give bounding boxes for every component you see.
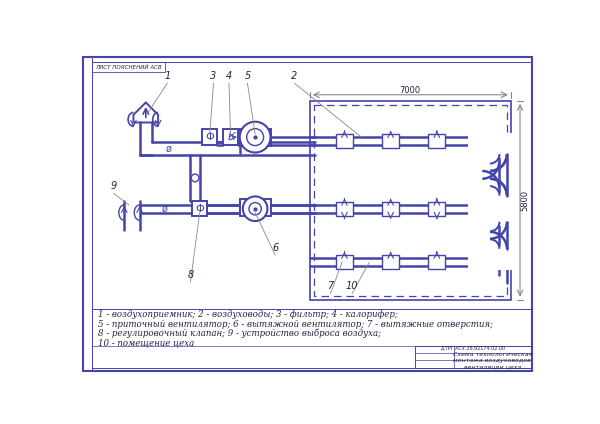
Circle shape [191,174,199,182]
Circle shape [240,122,271,153]
Circle shape [247,128,263,145]
Text: 5 - приточный вентилятор; 6 - вытяжной вентилятор; 7 - вытяжные отверстия;: 5 - приточный вентилятор; 6 - вытяжной в… [98,320,493,329]
Text: монтажа воздуховодов: монтажа воздуховодов [454,358,531,363]
Text: ø: ø [166,144,172,153]
Bar [314,105,507,296]
Bar [336,134,353,148]
Text: ЛИСТ ПОЯСНЕНИЙ АСВ: ЛИСТ ПОЯСНЕНИЙ АСВ [95,65,161,70]
Bar [223,129,238,145]
Circle shape [249,203,262,215]
Text: 6: 6 [272,243,278,253]
Text: ø: ø [162,204,168,214]
Bar [382,134,399,148]
Bar [336,255,353,269]
Bar [428,202,445,216]
Bar [83,57,92,371]
Text: 10 - помещение цеха: 10 - помещение цеха [98,338,194,347]
Text: 3: 3 [211,71,217,81]
Wedge shape [490,222,499,230]
Text: ДТРГ АСУ.28.92174.02.00: ДТРГ АСУ.28.92174.02.00 [441,346,505,351]
Bar [310,101,511,300]
Bar [469,133,515,270]
Text: 8: 8 [187,270,194,279]
Text: 5800: 5800 [520,190,529,211]
Text: 4: 4 [226,71,232,81]
Text: Схема технологическая: Схема технологическая [452,352,532,357]
Wedge shape [490,154,499,162]
Text: Φ: Φ [196,204,204,214]
Text: 1: 1 [164,71,170,81]
Bar [92,62,165,72]
Text: 10: 10 [346,281,358,291]
Bar [428,134,445,148]
Bar [415,346,531,368]
Text: 9: 9 [110,181,116,191]
Wedge shape [490,240,499,249]
Text: К: К [227,132,235,142]
Text: 2: 2 [291,71,298,81]
Bar [382,255,399,269]
Bar [92,309,531,368]
Circle shape [243,196,268,221]
Text: вентиляции цеха: вентиляции цеха [464,364,521,369]
Bar [192,201,208,216]
Text: 8 - регулировочный клапан; 9 - устройство выброса воздуха;: 8 - регулировочный клапан; 9 - устройств… [98,329,381,338]
Bar [202,129,217,145]
Text: 7: 7 [328,281,334,291]
Wedge shape [490,187,499,195]
Text: 5: 5 [244,71,251,81]
Bar [240,199,271,216]
Text: 1 - воздухоприемник; 2 - воздуховоды; 3 - фильтр; 4 - калорифер;: 1 - воздухоприемник; 2 - воздуховоды; 3 … [98,310,398,320]
Bar [336,202,353,216]
Text: Φ: Φ [205,132,214,142]
Bar [382,202,399,216]
Bar [240,129,271,146]
Bar [428,255,445,269]
Text: 7000: 7000 [400,86,421,95]
